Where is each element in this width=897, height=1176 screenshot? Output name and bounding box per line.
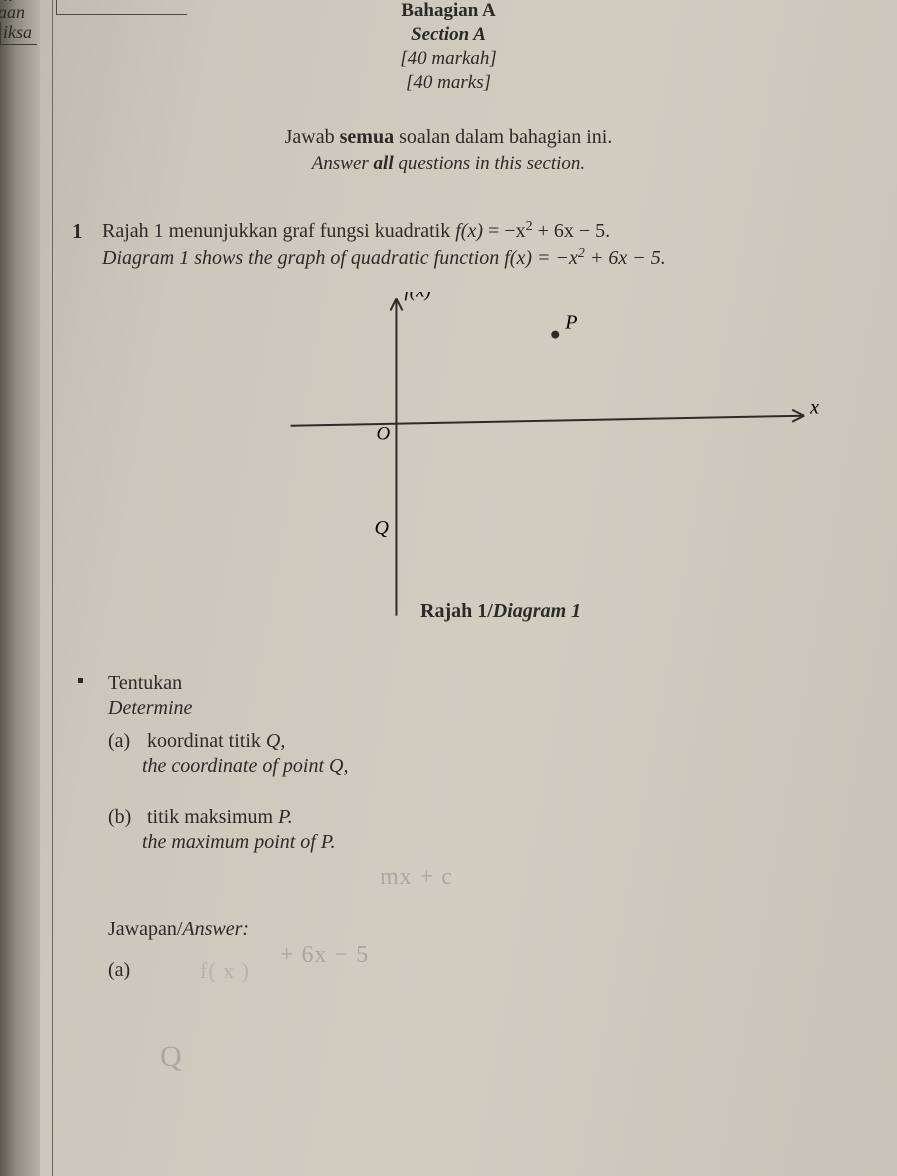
handwriting-2: + 6x − 5 (280, 942, 369, 969)
q1-fx-en: f(x) (504, 247, 532, 269)
q1-sq-ms: 2 (526, 219, 533, 234)
q1-text-ms: Rajah 1 menunjukkan graf fungsi kuadrati… (102, 218, 867, 245)
part-a-ms-lead: koordinat titik (147, 730, 266, 752)
part-a-Q: Q, (266, 730, 285, 752)
part-a-label: (a) (108, 730, 142, 753)
diagram-caption: Rajah 1/Diagram 1 (420, 600, 581, 623)
q1-text-en: Diagram 1 shows the graph of quadratic f… (102, 245, 867, 272)
instr-ms-bold: semua (340, 126, 394, 148)
jawapan-line: Jawapan/Answer: (108, 918, 249, 941)
instr-ms-post: soalan dalam bahagian ini. (394, 126, 612, 148)
bullet-dot (78, 678, 83, 683)
handwriting-3: Q (160, 1040, 183, 1074)
q1-number: 1 (72, 218, 83, 245)
left-edge-shadow (0, 0, 40, 1176)
question-1: 1 Rajah 1 menunjukkan graf fungsi kuadra… (72, 218, 867, 271)
header-bahagian: Bahagian A (0, 0, 897, 22)
q1-en-lead: Diagram 1 shows the graph of quadratic f… (102, 247, 504, 269)
exam-page: k aan iksa Bahagian A Section A [40 mark… (0, 0, 897, 1176)
q1-tail-ms: + 6x − 5. (533, 220, 611, 242)
svg-text:f(x): f(x) (404, 292, 430, 301)
tentukan-label: Tentukan (108, 672, 192, 695)
handwriting-1: mx + c (380, 864, 453, 891)
caption-ms: Rajah 1/ (420, 600, 493, 622)
jawapan-label: Jawapan/ (108, 918, 182, 940)
q1-sq-en: 2 (578, 246, 585, 261)
part-b-en: the maximum point of P. (142, 831, 348, 854)
instructions: Jawab semua soalan dalam bahagian ini. A… (0, 126, 897, 175)
instr-ms-pre: Jawab (285, 126, 340, 148)
svg-text:O: O (376, 424, 390, 445)
q1-eq-en: = −x (532, 247, 578, 269)
part-b-ms-lead: titik maksimum (147, 806, 278, 828)
header-markah: [40 markah] (0, 48, 897, 70)
part-b-P: P. (278, 806, 293, 828)
header-marks: [40 marks] (0, 72, 897, 94)
diagram-1-graph: f(x) x O P Q (280, 292, 820, 622)
margin-rule (52, 0, 53, 1176)
section-header: Bahagian A Section A [40 markah] [40 mar… (0, 0, 897, 94)
q1-ms-lead: Rajah 1 menunjukkan graf fungsi kuadrati… (102, 220, 455, 242)
part-a-ms: koordinat titik Q, (147, 730, 285, 753)
answer-label: Answer: (182, 918, 249, 940)
part-a-en: the coordinate of point Q, (142, 755, 348, 778)
instr-en-post: questions in this section. (394, 153, 586, 174)
q1-fx-ms: f(x) (455, 220, 483, 242)
instruction-ms: Jawab semua soalan dalam bahagian ini. (0, 126, 897, 149)
q1-tail-en: + 6x − 5. (585, 247, 666, 269)
handwriting-4: f( x ) (200, 958, 250, 984)
instr-en-bold: all (374, 153, 394, 174)
svg-text:Q: Q (374, 517, 389, 539)
svg-text:x: x (809, 397, 819, 419)
header-section: Section A (0, 24, 897, 46)
instruction-en: Answer all questions in this section. (0, 153, 897, 175)
part-b-label: (b) (108, 806, 142, 829)
svg-text:P: P (564, 312, 577, 334)
q1-eq-ms: = −x (483, 220, 526, 242)
part-b-ms: titik maksimum P. (147, 806, 293, 829)
determine-block: Tentukan Determine (108, 672, 192, 720)
part-b: (b) titik maksimum P. the maximum point … (108, 806, 348, 854)
caption-en: Diagram 1 (493, 600, 581, 622)
determine-label: Determine (108, 697, 192, 720)
sub-parts: (a) koordinat titik Q, the coordinate of… (108, 730, 348, 862)
instr-en-pre: Answer (312, 153, 374, 174)
part-a: (a) koordinat titik Q, the coordinate of… (108, 730, 348, 778)
